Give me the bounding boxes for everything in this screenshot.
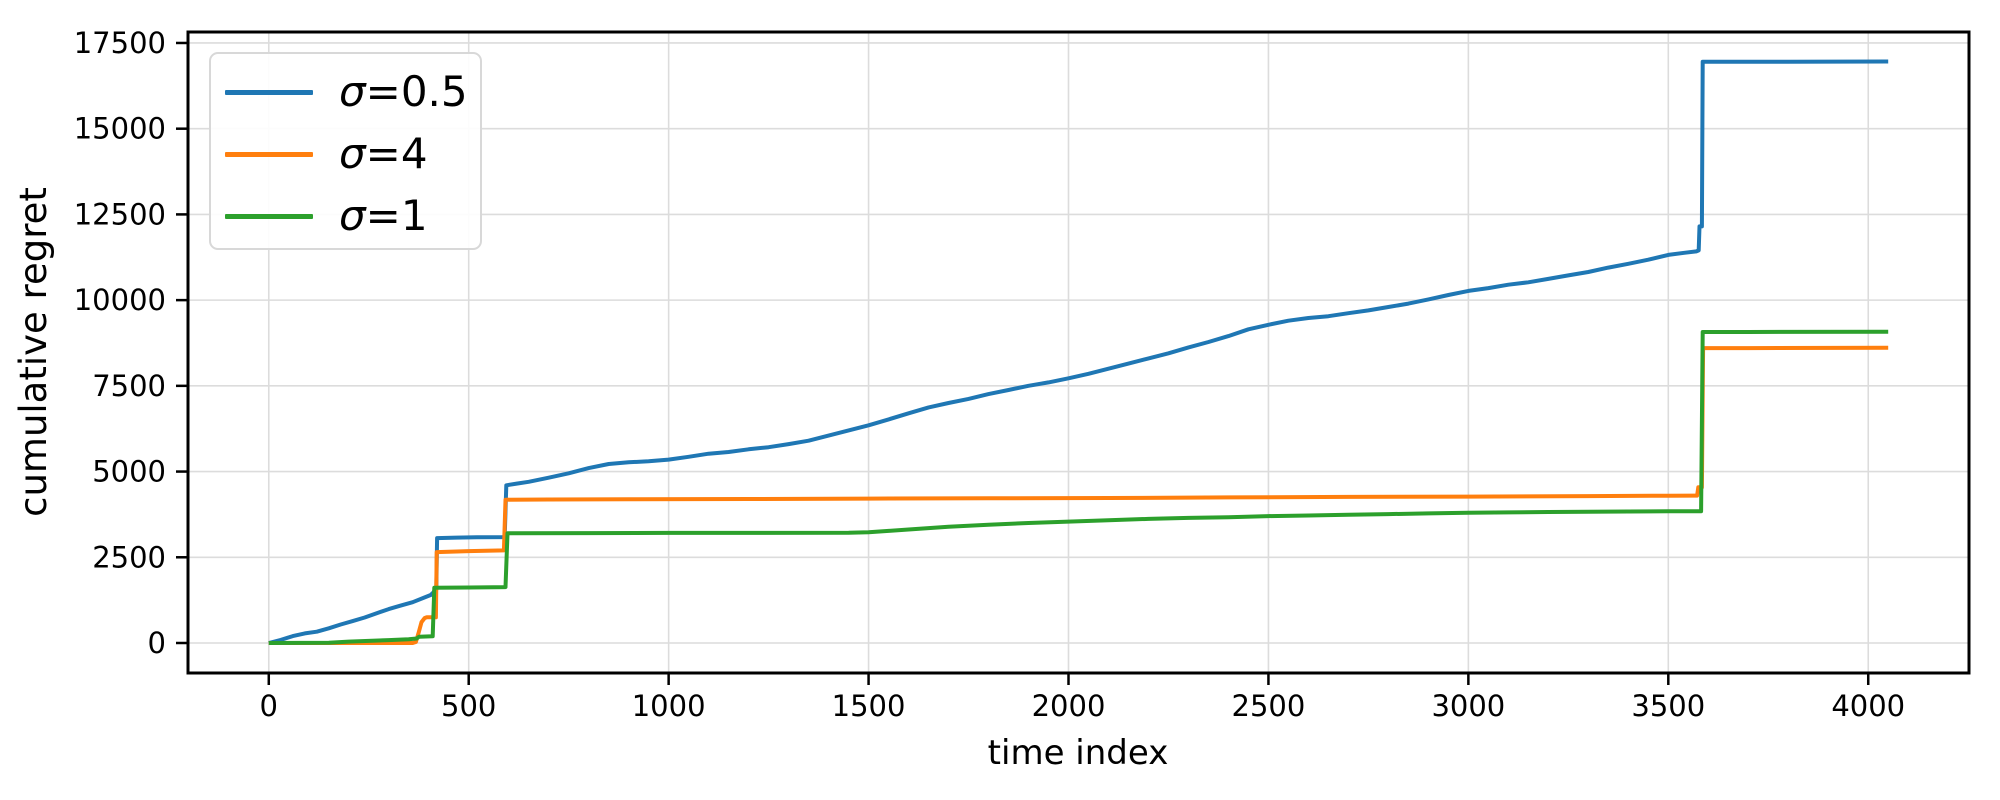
legend-entry-sigma-4: σ=4 [225, 123, 480, 185]
y-tick-label: 5000 [92, 455, 166, 489]
legend-entry-sigma-0.5: σ=0.5 [225, 61, 480, 123]
y-tick-label: 2500 [92, 540, 166, 574]
legend-label-sigma-1: σ=1 [339, 191, 428, 240]
legend-line-sigma-0.5 [225, 89, 313, 95]
legend-label-sigma-0.5: σ=0.5 [339, 67, 468, 116]
x-tick-label: 1500 [832, 689, 906, 723]
y-tick-label: 17500 [74, 26, 166, 60]
legend: σ=0.5 σ=4 σ=1 [209, 52, 482, 250]
y-axis-label: cumulative regret [12, 187, 55, 517]
y-tick-label: 10000 [74, 283, 166, 317]
legend-label-sigma-4: σ=4 [339, 129, 428, 178]
legend-entry-sigma-1: σ=1 [225, 185, 480, 247]
y-tick-label: 15000 [74, 112, 166, 146]
legend-line-sigma-1 [225, 213, 313, 219]
y-tick-label: 7500 [92, 369, 166, 403]
series-line-sigma-0.5 [268, 59, 1889, 645]
label-layer: time index cumulative regret [12, 187, 1168, 773]
x-tick-label: 500 [441, 689, 496, 723]
tick-layer: 0 500 1000 1500 2000 2500 3000 3500 4000 0 2500 500… [74, 26, 1905, 723]
series-line-sigma-4 [268, 345, 1889, 645]
series-layer [268, 59, 1889, 645]
legend-line-sigma-4 [225, 151, 313, 157]
x-tick-label: 3000 [1431, 689, 1505, 723]
plot-border [186, 30, 1971, 675]
x-tick-label: 4000 [1831, 689, 1905, 723]
x-tick-label: 2500 [1232, 689, 1306, 723]
y-tick-label: 0 [148, 626, 166, 660]
x-tick-label: 0 [260, 689, 278, 723]
x-tick-label: 3500 [1631, 689, 1705, 723]
series-line-sigma-1 [268, 329, 1889, 645]
y-tick-label: 12500 [74, 197, 166, 231]
x-tick-label: 2000 [1032, 689, 1106, 723]
x-tick-label: 1000 [632, 689, 706, 723]
grid-layer [188, 32, 1969, 673]
x-axis-label: time index [988, 733, 1169, 773]
